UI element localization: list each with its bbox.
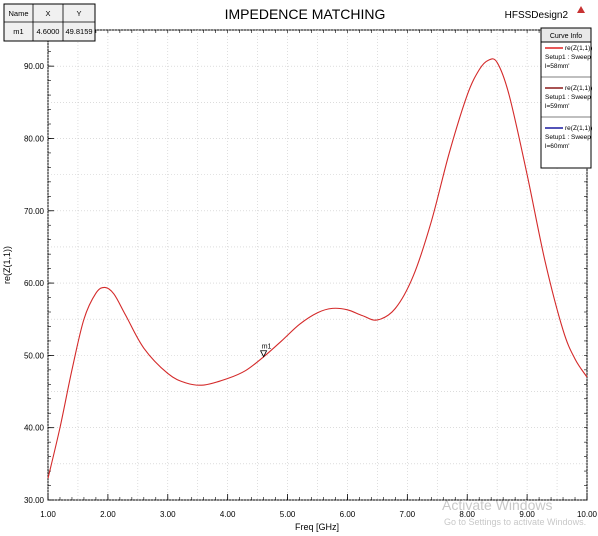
legend-entry-line3: l=58mm' <box>545 63 570 70</box>
y-axis-label: re(Z(1,1)) <box>2 246 12 284</box>
marker-table-cell-x: 4.6000 <box>37 27 60 36</box>
x-axis-label: Freq [GHz] <box>295 522 339 532</box>
legend-entry[interactable]: re(Z(1,1)) Setup1 : Sweep l=60mm' <box>545 125 592 150</box>
x-tick-label: 6.00 <box>340 510 356 519</box>
x-tick-labels: 1.00 2.00 3.00 4.00 5.00 6.00 7.00 8.00 9.00 10.0… <box>40 510 597 519</box>
y-tick-label: 60.00 <box>24 279 45 288</box>
x-tick-label: 8.00 <box>459 510 475 519</box>
design-name: HFSSDesign2 <box>505 10 569 21</box>
legend-title: Curve Info <box>550 33 582 40</box>
y-tick-label: 80.00 <box>24 134 45 143</box>
x-tick-label: 10.00 <box>577 510 598 519</box>
x-tick-label: 4.00 <box>220 510 236 519</box>
y-tick-label: 70.00 <box>24 207 45 216</box>
x-tick-label: 3.00 <box>160 510 176 519</box>
legend-entry-line2: Setup1 : Sweep <box>545 94 591 101</box>
legend[interactable]: Curve Info re(Z(1,1)) Setup1 : Sweep l=58m… <box>540 27 592 169</box>
x-tick-label: 7.00 <box>400 510 416 519</box>
legend-entry-line1: re(Z(1,1)) <box>565 85 592 92</box>
marker-table-header-x: X <box>45 9 50 18</box>
x-tick-label: 9.00 <box>519 510 535 519</box>
legend-entry-line1: re(Z(1,1)) <box>565 125 592 132</box>
watermark-line-1: Activate Windows <box>442 497 552 513</box>
chart-title: IMPEDENCE MATCHING <box>225 6 386 22</box>
marker-m1-label: m1 <box>262 344 272 351</box>
marker-table-header-y: Y <box>76 9 81 18</box>
x-tick-label: 5.00 <box>280 510 296 519</box>
legend-entry-line1: re(Z(1,1)) <box>565 45 592 52</box>
legend-entry-line2: Setup1 : Sweep <box>545 134 591 141</box>
y-tick-labels: 30.00 40.00 50.00 60.00 70.00 80.00 90.00 <box>24 62 45 505</box>
series-layer <box>47 58 588 479</box>
y-tick-label: 90.00 <box>24 62 45 71</box>
y-tick-label: 40.00 <box>24 424 45 433</box>
marker-m1-triangle[interactable] <box>259 350 268 358</box>
x-tick-label: 1.00 <box>40 510 56 519</box>
watermark-line-2: Go to Settings to activate Windows. <box>444 517 586 527</box>
legend-entry-line3: l=60mm' <box>545 143 570 150</box>
legend-entry-line3: l=59mm' <box>545 103 570 110</box>
legend-entry-line2: Setup1 : Sweep <box>545 54 591 61</box>
marker-table-header-name: Name <box>8 9 28 18</box>
x-tick-label: 2.00 <box>100 510 116 519</box>
legend-entry[interactable]: re(Z(1,1)) Setup1 : Sweep l=58mm' <box>541 45 592 78</box>
marker-layer: m1 <box>259 344 272 358</box>
ansys-logo-icon <box>577 6 585 13</box>
marker-table-cell-name: m1 <box>13 27 23 36</box>
y-tick-label: 30.00 <box>24 496 45 505</box>
series-line <box>47 58 588 479</box>
y-tick-label: 50.00 <box>24 351 45 360</box>
legend-entry[interactable]: re(Z(1,1)) Setup1 : Sweep l=59mm' <box>541 85 592 118</box>
marker-table[interactable]: Name X Y m1 4.6000 49.8159 <box>3 3 96 42</box>
marker-table-cell-y: 49.8159 <box>65 27 92 36</box>
